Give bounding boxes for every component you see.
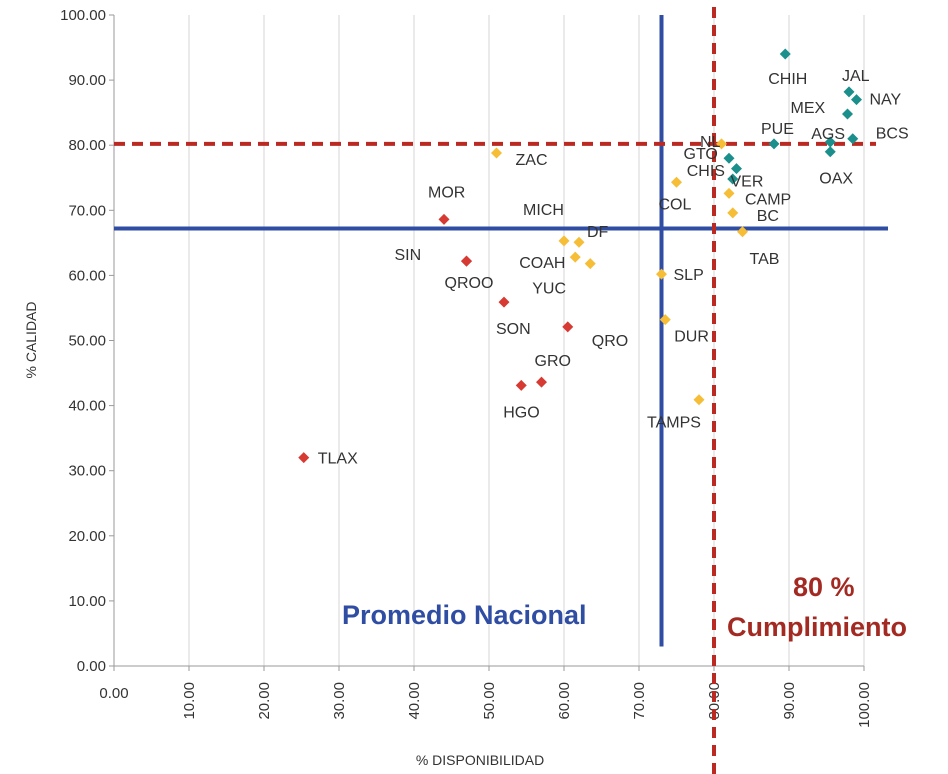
point-jal [843,86,855,98]
point-qroo [461,255,472,267]
annotation-80-percent: 80 % [793,572,855,602]
point-label-zac: ZAC [516,152,548,169]
point-tab [737,226,748,238]
point-zac [491,147,502,159]
y-tick-label: 90.00 [68,72,106,89]
y-tick-label: 10.00 [68,593,106,610]
y-tick-label: 30.00 [68,463,106,480]
point-camp [723,187,735,199]
data-points [298,48,862,464]
point-label-mich: MICH [523,202,564,219]
x-tick-label: 50.00 [481,682,498,720]
point-ags [824,136,836,148]
point-label-bcs: BCS [876,126,909,143]
annotation-cumplimiento: Cumplimiento [727,612,907,642]
point-mex [842,108,853,120]
point-label-chih: CHIH [768,71,807,88]
point-label-oax: OAX [819,171,853,188]
x-tick-label: 60.00 [556,682,573,720]
point-label-tab: TAB [750,251,780,268]
point-slp [656,268,667,280]
point-bcs [847,133,859,145]
x-tick-label: 70.00 [631,682,648,720]
y-tick-label: 50.00 [68,333,106,350]
point-label-coah: COAH [519,255,565,272]
point-df [573,236,585,248]
point-col [671,176,682,188]
point-label-df: DF [587,224,609,241]
point-label-tlax: TLAX [318,451,358,468]
y-axis-title: % CALIDAD [23,301,39,378]
x-tick-labels: 0.0010.0020.0030.0040.0050.0060.0070.008… [99,666,873,728]
point-label-son: SON [496,321,531,338]
point-label-nl: NL [700,134,721,151]
x-tick-label: 40.00 [406,682,423,720]
point-label-col: COL [659,196,692,213]
point-label-mor: MOR [428,184,465,201]
y-tick-label: 0.00 [77,658,106,675]
point-chih [779,48,791,60]
point-label-bc: BC [757,208,779,225]
point-nl [723,152,735,164]
point-tamps [693,394,705,406]
y-tick-label: 70.00 [68,202,106,219]
x-tick-label: 90.00 [781,682,798,720]
point-label-sin: SIN [395,247,422,264]
x-tick-label: 20.00 [256,682,273,720]
point-pue [768,138,780,150]
x-axis-title: % DISPONIBILIDAD [416,752,544,768]
point-label-qro: QRO [592,333,628,350]
point-label-chis: CHIS [687,163,725,180]
y-tick-label: 20.00 [68,528,106,545]
point-label-ags: AGS [811,126,845,143]
point-yuc [584,258,596,270]
point-son [498,296,510,308]
point-bc [727,207,739,219]
point-label-gro: GRO [535,353,571,370]
x-tick-label: 10.00 [181,682,198,720]
point-label-hgo: HGO [503,404,539,421]
point-label-jal: JAL [842,68,870,85]
point-mich [558,235,570,247]
point-gto [716,138,727,150]
x-tick-label: 30.00 [331,682,348,720]
point-label-yuc: YUC [532,281,566,298]
point-label-tamps: TAMPS [647,415,701,432]
y-tick-label: 60.00 [68,267,106,284]
point-dur [659,314,671,326]
point-label-slp: SLP [674,267,704,284]
reference-lines [114,3,888,774]
y-tick-labels: 0.00 10.00 20.00 30.00 40.00 50.00 60.00 70.00 8… [60,7,114,675]
point-labels: TLAX MOR SIN QROO SON QRO GRO HGO ZAC MICH DF COAH Y… [318,68,909,468]
x-tick-label: 100.00 [856,682,873,728]
point-label-qroo: QROO [445,275,494,292]
point-label-dur: DUR [674,329,709,346]
annotation-promedio-nacional: Promedio Nacional [342,600,587,630]
point-label-camp: CAMP [745,191,791,208]
point-label-nay: NAY [870,92,902,109]
point-nay [851,94,862,106]
y-tick-label: 100.00 [60,7,106,24]
point-coah [569,251,581,263]
point-label-gto: GTO [684,146,718,163]
point-mor [438,213,450,225]
x-tick-label: 0.00 [99,685,128,702]
point-oax [824,146,836,158]
point-label-mex: MEX [791,100,826,117]
point-ver [731,163,742,175]
point-chis [727,173,739,185]
y-tick-label: 40.00 [68,398,106,415]
point-label-pue: PUE [761,121,794,138]
point-tlax [298,452,310,464]
point-label-ver: VER [731,174,764,191]
y-tick-label: 80.00 [68,137,106,154]
point-hgo [515,379,527,391]
point-qro [562,321,574,333]
point-gro [536,376,547,388]
